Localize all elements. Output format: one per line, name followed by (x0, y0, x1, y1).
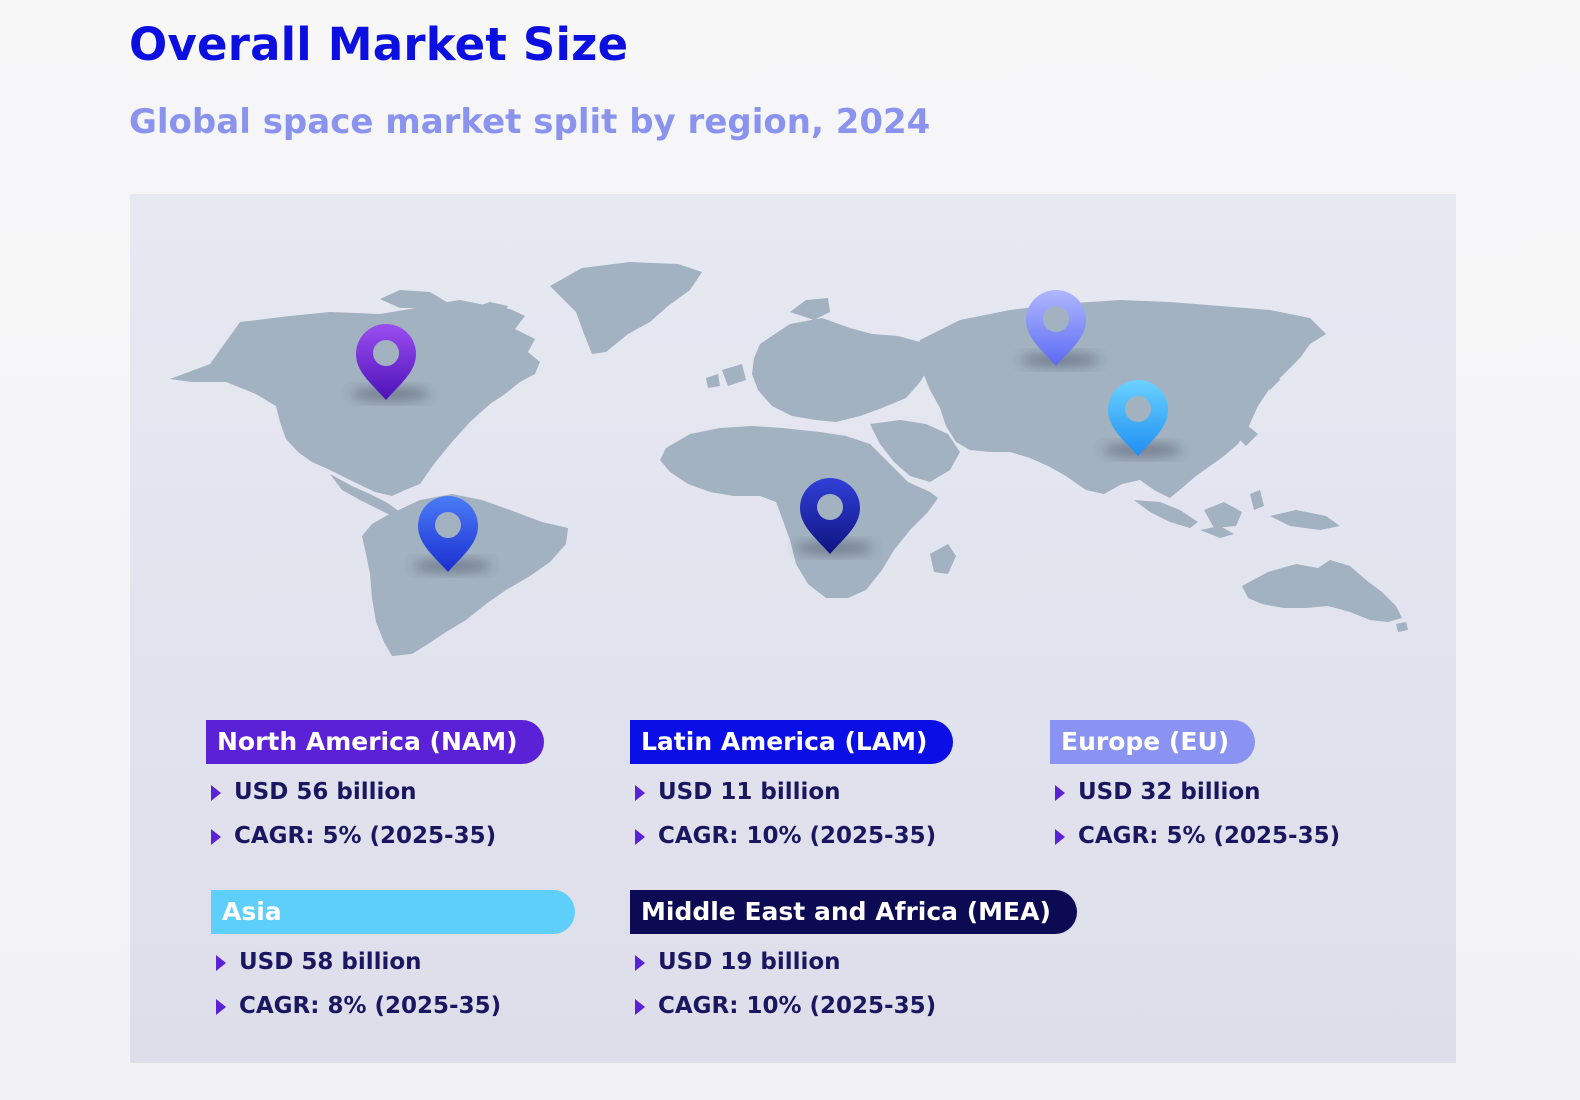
north-america-landmass (170, 300, 540, 496)
region-value: USD 19 billion (630, 946, 1190, 978)
map-pins (350, 290, 1182, 572)
region-north-america: North America (NAM) USD 56 billion CAGR:… (206, 720, 586, 852)
region-value: USD 32 billion (1050, 776, 1430, 808)
region-label: Latin America (LAM) (630, 720, 954, 764)
caret-right-icon (216, 955, 226, 971)
region-value: USD 11 billion (630, 776, 1010, 808)
caret-right-icon (211, 785, 221, 801)
region-europe: Europe (EU) USD 32 billion CAGR: 5% (202… (1050, 720, 1430, 852)
north-america-pin-icon (350, 324, 430, 400)
region-asia: Asia USD 58 billion CAGR: 8% (2025-35) (211, 890, 591, 1022)
region-label: Europe (EU) (1050, 720, 1256, 764)
region-cagr: CAGR: 8% (2025-35) (211, 990, 591, 1022)
africa-landmass (660, 426, 938, 598)
caret-right-icon (216, 999, 226, 1015)
map-panel: North America (NAM) USD 56 billion CAGR:… (130, 194, 1456, 1063)
region-latin-america: Latin America (LAM) USD 11 billion CAGR:… (630, 720, 1010, 852)
page-subtitle: Global space market split by region, 202… (129, 102, 931, 142)
caret-right-icon (635, 955, 645, 971)
latin-america-pin-icon (412, 496, 492, 572)
australia-landmass (1242, 560, 1402, 622)
asia-pin-icon (1102, 380, 1182, 456)
caret-right-icon (635, 785, 645, 801)
region-cagr: CAGR: 5% (2025-35) (206, 820, 586, 852)
region-label: Asia (211, 890, 575, 934)
region-label: North America (NAM) (206, 720, 544, 764)
region-value: USD 56 billion (206, 776, 586, 808)
caret-right-icon (1055, 785, 1065, 801)
caret-right-icon (635, 999, 645, 1015)
region-cagr: CAGR: 5% (2025-35) (1050, 820, 1430, 852)
region-middle-east-africa: Middle East and Africa (MEA) USD 19 bill… (630, 890, 1190, 1022)
page-title: Overall Market Size (129, 18, 629, 71)
region-label: Middle East and Africa (MEA) (630, 890, 1077, 934)
region-cagr: CAGR: 10% (2025-35) (630, 820, 1010, 852)
world-map (170, 262, 1408, 656)
caret-right-icon (211, 829, 221, 845)
europe-landmass (752, 318, 936, 422)
europe-pin-icon (1020, 290, 1100, 366)
caret-right-icon (1055, 829, 1065, 845)
region-cagr: CAGR: 10% (2025-35) (630, 990, 1190, 1022)
caret-right-icon (635, 829, 645, 845)
region-value: USD 58 billion (211, 946, 591, 978)
continents (170, 262, 1408, 656)
south-america-landmass (362, 494, 568, 656)
africa-pin-icon (794, 478, 874, 554)
greenland-landmass (550, 262, 702, 354)
